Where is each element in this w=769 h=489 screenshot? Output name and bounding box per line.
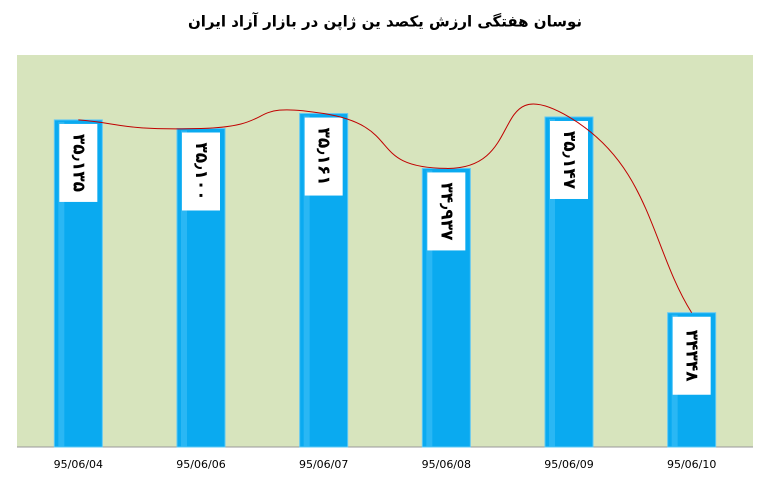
plot-area — [17, 55, 753, 447]
bar-highlight — [426, 170, 433, 447]
value-label-box — [550, 120, 588, 199]
chart-title: نوسان هفتگی ارزش یکصد ین ژاپن در بازار آ… — [188, 13, 582, 32]
value-label-box — [59, 123, 98, 202]
x-tick-label: 95/06/08 — [422, 458, 471, 471]
value-label: ۳۵٫۱۶۱ — [314, 127, 334, 185]
trend-line — [78, 103, 693, 314]
x-tick-label: 95/06/06 — [176, 458, 225, 471]
bar-highlight — [303, 115, 310, 448]
value-label-box — [182, 132, 220, 211]
value-label: ۳۴۳۴۸ — [682, 330, 702, 383]
bar-highlight — [549, 118, 555, 448]
x-tick-label: 95/06/04 — [54, 458, 103, 471]
bar-highlight — [181, 130, 187, 447]
value-label-box — [427, 172, 466, 251]
value-label-box — [304, 117, 343, 196]
x-tick-label: 95/06/10 — [667, 458, 716, 471]
x-tick-label: 95/06/07 — [299, 458, 348, 471]
value-label: ۳۴٫۹۳۷ — [436, 182, 456, 241]
value-label: ۳۵٫۱۴۷ — [559, 131, 579, 190]
bar-highlight — [58, 121, 65, 448]
value-label-box — [672, 316, 711, 395]
value-label: ۳۵٫۱۳۵ — [68, 134, 88, 192]
x-tick-label: 95/06/09 — [544, 458, 593, 471]
value-label: ۳۵٫۱۰۰ — [191, 142, 211, 200]
